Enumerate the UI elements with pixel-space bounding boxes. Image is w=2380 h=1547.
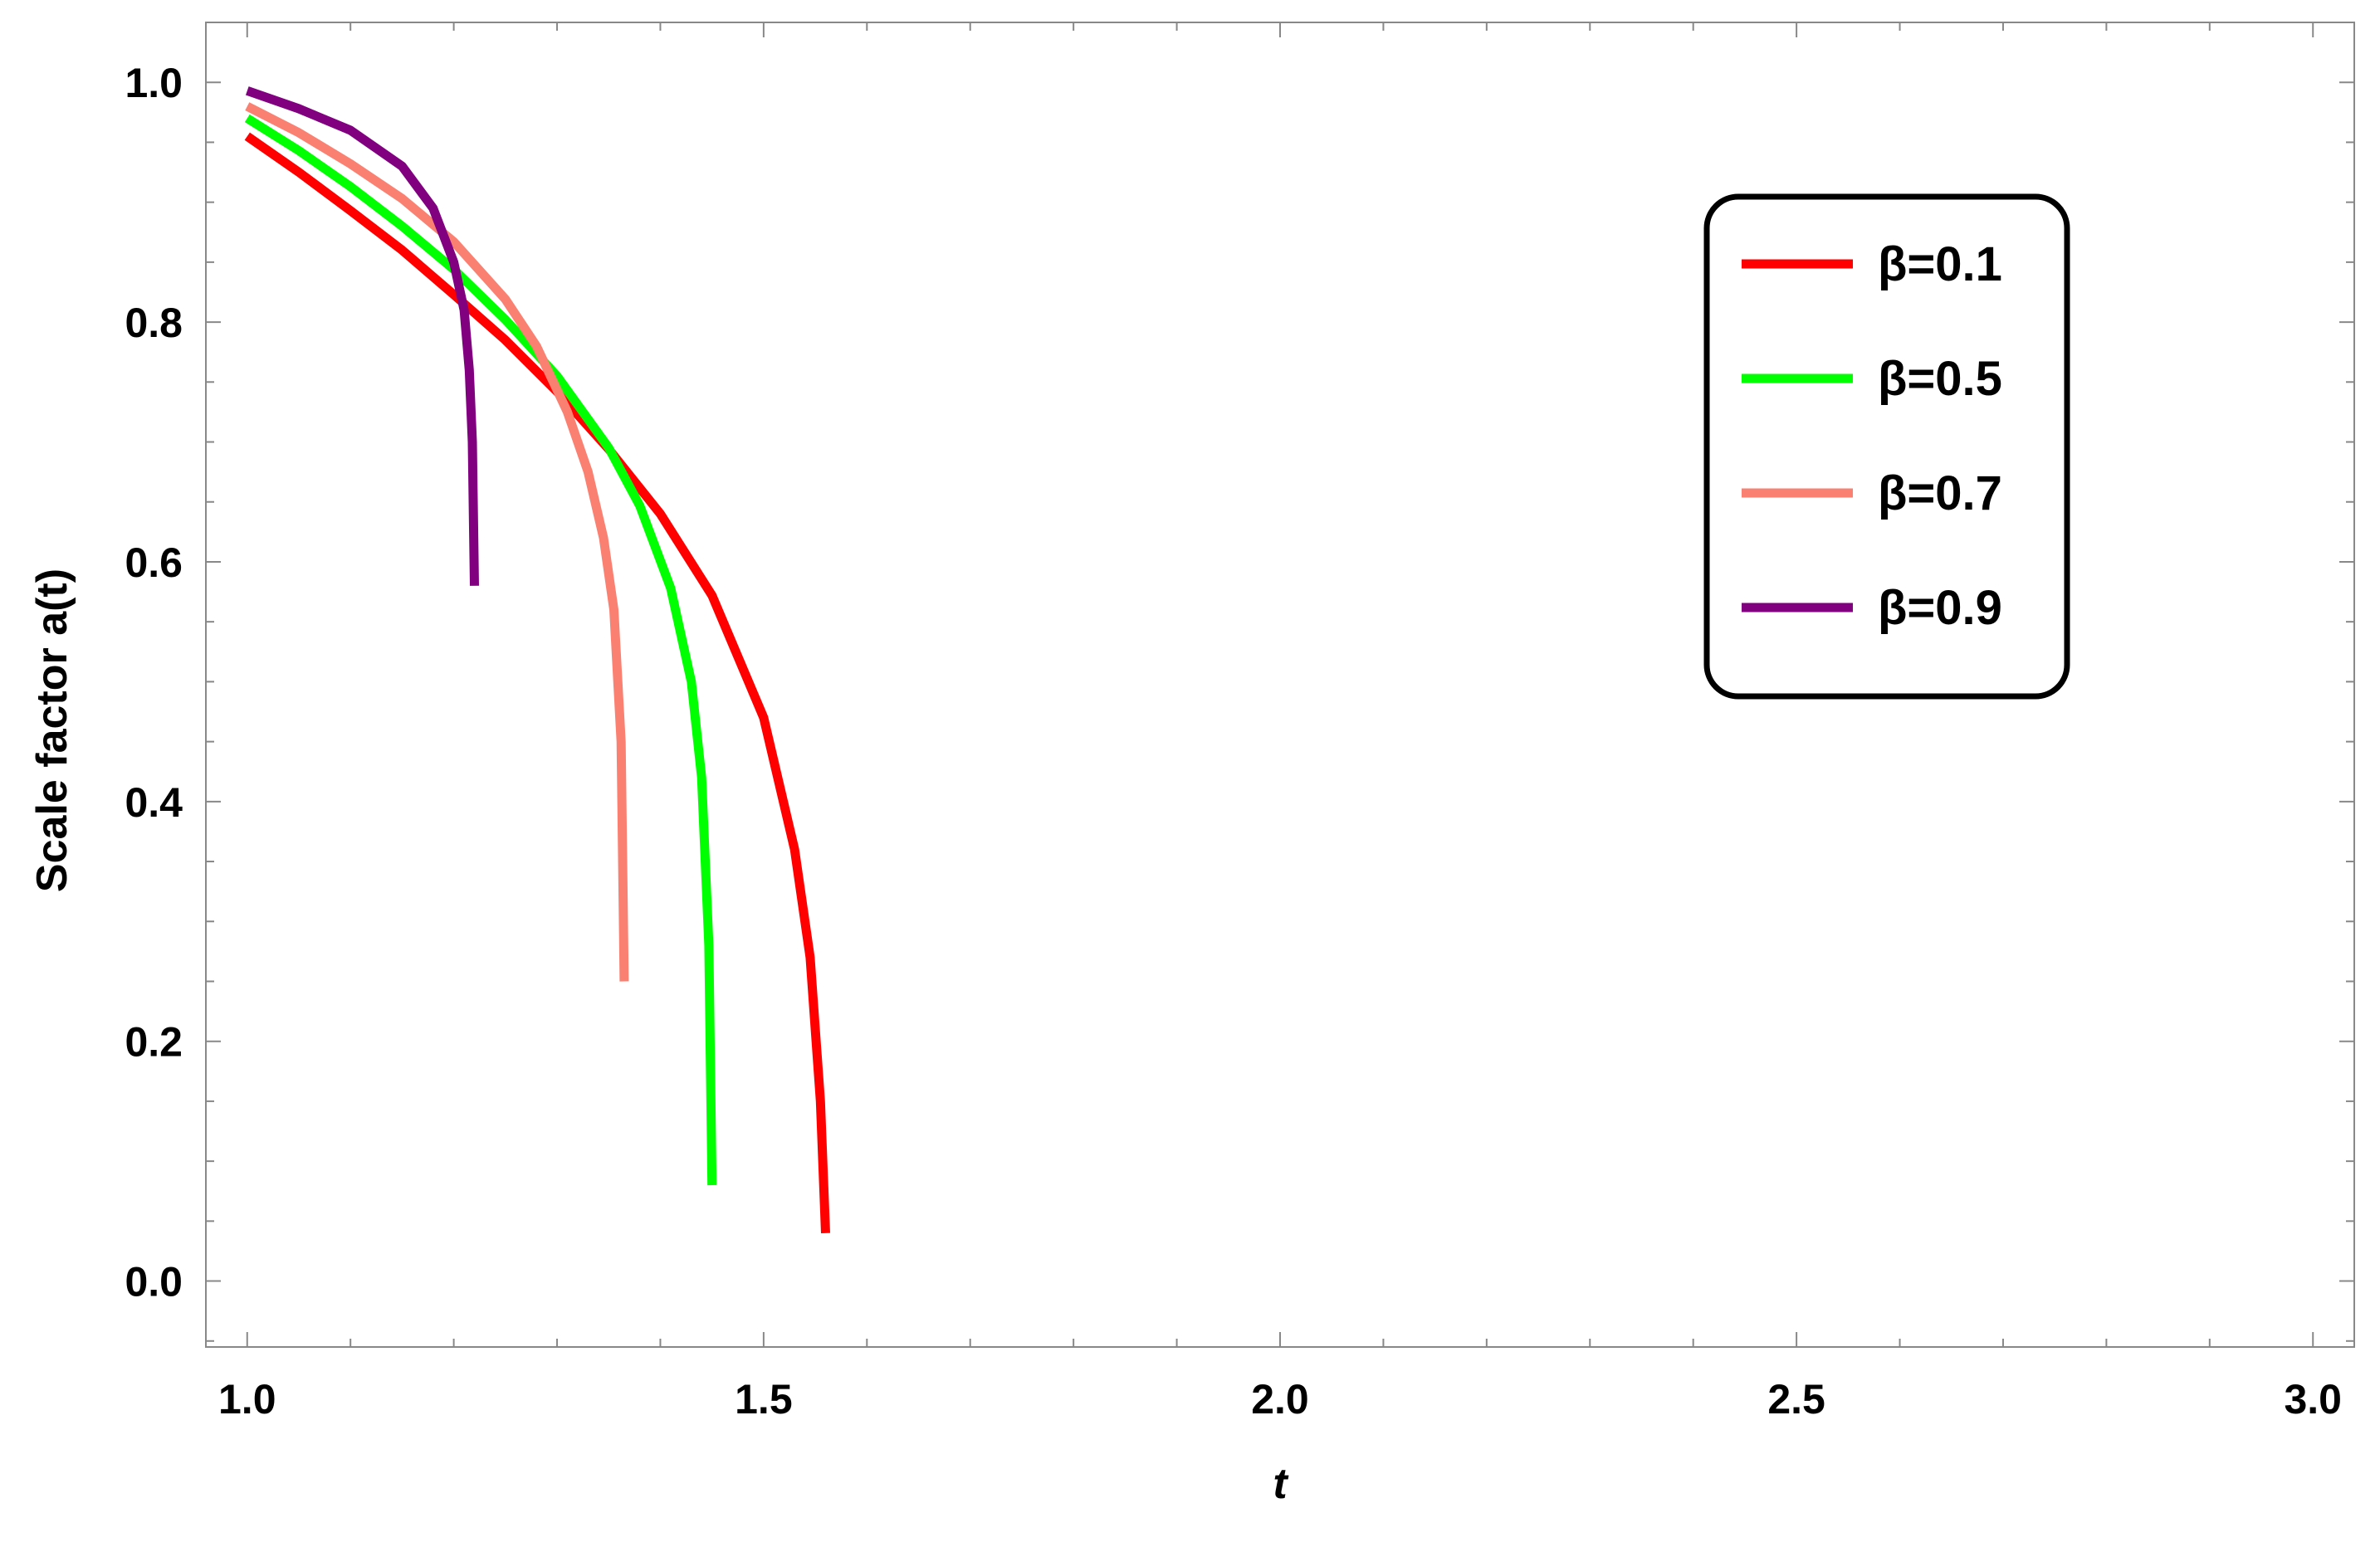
x-tick-label: 2.0 — [1251, 1376, 1309, 1423]
legend-items: β=0.1 β=0.5 β=0.7 β=0.9 — [1742, 237, 2002, 635]
legend-box — [1703, 193, 2070, 700]
series-line-3 — [245, 102, 629, 982]
tick-labels: 1.0 1.5 2.0 2.5 3.0 0.0 0.2 0.4 0.6 0.8 1.0 — [125, 60, 2342, 1423]
legend-label-1: β=0.1 — [1878, 237, 2002, 291]
x-axis-title: t — [1273, 1460, 1289, 1508]
y-tick-label: 0.6 — [125, 539, 183, 586]
legend-label-3: β=0.7 — [1878, 466, 2002, 520]
ticks — [206, 22, 2354, 1347]
y-tick-label: 0.8 — [125, 300, 183, 346]
y-tick-label: 0.4 — [125, 779, 183, 826]
series-lines — [244, 86, 830, 1234]
legend-label-4: β=0.9 — [1878, 581, 2002, 635]
x-tick-label: 1.0 — [218, 1376, 276, 1423]
legend-label-2: β=0.5 — [1878, 352, 2002, 406]
series-line-1 — [244, 132, 830, 1234]
legend: β=0.1 β=0.5 β=0.7 β=0.9 — [1703, 193, 2070, 700]
series-line-2 — [244, 114, 717, 1186]
x-tick-label: 2.5 — [1767, 1376, 1825, 1423]
y-tick-label: 1.0 — [125, 60, 183, 106]
x-tick-label: 1.5 — [735, 1376, 793, 1423]
y-tick-label: 0.2 — [125, 1019, 183, 1066]
series-line-4 — [245, 86, 479, 586]
y-axis-title: Scale factor a(t) — [28, 569, 76, 892]
y-tick-label: 0.0 — [125, 1259, 183, 1305]
x-tick-label: 3.0 — [2284, 1376, 2342, 1423]
